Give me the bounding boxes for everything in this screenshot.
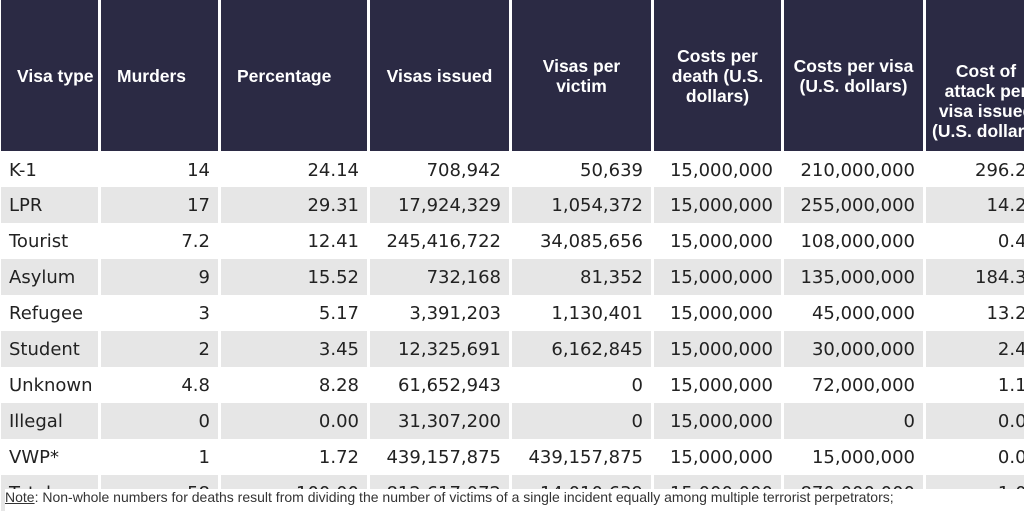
cell-murders: 4.8 (101, 367, 218, 403)
cell-cost-per-visa-issued: 184.38 (926, 259, 1024, 295)
header-costs-per-visa: Costs per visa (U.S. dollars) (784, 0, 923, 151)
cell-murders: 14 (101, 151, 218, 187)
cell-costs-per-visa: 210,000,000 (784, 151, 923, 187)
cell-visas-issued: 17,924,329 (370, 187, 509, 223)
cell-visa-type: Asylum (1, 259, 98, 295)
cell-visa-type: LPR (1, 187, 98, 223)
header-murders: Murders (101, 0, 218, 151)
cell-visa-type: K-1 (1, 151, 98, 187)
cell-costs-per-death: 15,000,000 (654, 439, 781, 475)
cell-costs-per-visa: 108,000,000 (784, 223, 923, 259)
cell-costs-per-death: 15,000,000 (654, 295, 781, 331)
table-row: Tourist 7.2 12.41 245,416,722 34,085,656 15,0… (1, 223, 1024, 259)
cell-percentage: 0.00 (221, 403, 367, 439)
cell-costs-per-death: 15,000,000 (654, 187, 781, 223)
cell-murders: 7.2 (101, 223, 218, 259)
footnote: Note: Non-whole numbers for deaths resul… (5, 489, 1024, 512)
cell-visa-type: Tourist (1, 223, 98, 259)
table-row: VWP* 1 1.72 439,157,875 439,157,875 15,000,00… (1, 439, 1024, 475)
cell-visas-per-victim: 1,130,401 (512, 295, 651, 331)
note-text: : Non-whole numbers for deaths result fr… (34, 489, 894, 505)
header-percentage: Percentage (221, 0, 367, 151)
cell-visas-issued: 245,416,722 (370, 223, 509, 259)
header-cost-of-attack-per-visa: Cost of attack per visa issued (U.S. dol… (926, 0, 1024, 151)
cell-visas-issued: 708,942 (370, 151, 509, 187)
cell-costs-per-visa: 45,000,000 (784, 295, 923, 331)
cell-cost-per-visa-issued: 14.23 (926, 187, 1024, 223)
cell-visa-type: VWP* (1, 439, 98, 475)
cell-visas-issued: 3,391,203 (370, 295, 509, 331)
table-body: K-1 14 24.14 708,942 50,639 15,000,000 210,000… (1, 151, 1024, 511)
header-visas-per-victim: Visas per victim (512, 0, 651, 151)
cell-visas-per-victim: 81,352 (512, 259, 651, 295)
cell-visas-per-victim: 6,162,845 (512, 331, 651, 367)
cell-visa-type: Illegal (1, 403, 98, 439)
cell-murders: 17 (101, 187, 218, 223)
cell-percentage: 29.31 (221, 187, 367, 223)
cell-visas-per-victim: 0 (512, 367, 651, 403)
table-row: Refugee 3 5.17 3,391,203 1,130,401 15,000,000… (1, 295, 1024, 331)
cell-costs-per-death: 15,000,000 (654, 151, 781, 187)
cell-costs-per-death: 15,000,000 (654, 331, 781, 367)
cell-percentage: 15.52 (221, 259, 367, 295)
cell-costs-per-death: 15,000,000 (654, 403, 781, 439)
note-label: Note (5, 489, 35, 505)
cell-visas-per-victim: 439,157,875 (512, 439, 651, 475)
cell-costs-per-visa: 255,000,000 (784, 187, 923, 223)
header-costs-per-death: Costs per death (U.S. dollars) (654, 0, 781, 151)
cell-costs-per-death: 15,000,000 (654, 223, 781, 259)
cell-visa-type: Student (1, 331, 98, 367)
cell-percentage: 5.17 (221, 295, 367, 331)
cell-costs-per-visa: 30,000,000 (784, 331, 923, 367)
cell-costs-per-death: 15,000,000 (654, 259, 781, 295)
cell-cost-per-visa-issued: 13.27 (926, 295, 1024, 331)
cell-cost-per-visa-issued: 296.22 (926, 151, 1024, 187)
cell-murders: 9 (101, 259, 218, 295)
cell-murders: 1 (101, 439, 218, 475)
cell-visas-per-victim: 34,085,656 (512, 223, 651, 259)
cell-percentage: 3.45 (221, 331, 367, 367)
cell-visas-issued: 31,307,200 (370, 403, 509, 439)
table-row: Unknown 4.8 8.28 61,652,943 0 15,000,000 72,00… (1, 367, 1024, 403)
cell-visas-per-victim: 0 (512, 403, 651, 439)
table-row: Student 2 3.45 12,325,691 6,162,845 15,000,00… (1, 331, 1024, 367)
cell-cost-per-visa-issued: 0.44 (926, 223, 1024, 259)
table-row: Asylum 9 15.52 732,168 81,352 15,000,000 135,0… (1, 259, 1024, 295)
cell-cost-per-visa-issued: 2.43 (926, 331, 1024, 367)
cell-visas-issued: 732,168 (370, 259, 509, 295)
cell-murders: 0 (101, 403, 218, 439)
cell-percentage: 12.41 (221, 223, 367, 259)
cell-visas-per-victim: 50,639 (512, 151, 651, 187)
table-row: LPR 17 29.31 17,924,329 1,054,372 15,000,000 2… (1, 187, 1024, 223)
cell-percentage: 8.28 (221, 367, 367, 403)
cell-costs-per-visa: 72,000,000 (784, 367, 923, 403)
cell-murders: 2 (101, 331, 218, 367)
header-visa-type: Visa type (1, 0, 98, 151)
cell-visas-issued: 439,157,875 (370, 439, 509, 475)
cell-costs-per-death: 15,000,000 (654, 367, 781, 403)
cell-cost-per-visa-issued: 0.03 (926, 439, 1024, 475)
cell-visas-issued: 12,325,691 (370, 331, 509, 367)
cell-percentage: 24.14 (221, 151, 367, 187)
cell-costs-per-visa: 135,000,000 (784, 259, 923, 295)
cell-percentage: 1.72 (221, 439, 367, 475)
cell-visa-type: Refugee (1, 295, 98, 331)
cell-cost-per-visa-issued: 1.17 (926, 367, 1024, 403)
cell-visa-type: Unknown (1, 367, 98, 403)
cell-visas-issued: 61,652,943 (370, 367, 509, 403)
cell-cost-per-visa-issued: 0.00 (926, 403, 1024, 439)
header-row: Visa type Murders Percentage Visas issue… (1, 0, 1024, 151)
header-visas-issued: Visas issued (370, 0, 509, 151)
cell-costs-per-visa: 15,000,000 (784, 439, 923, 475)
table-row: K-1 14 24.14 708,942 50,639 15,000,000 210,000… (1, 151, 1024, 187)
cell-visas-per-victim: 1,054,372 (512, 187, 651, 223)
cell-costs-per-visa: 0 (784, 403, 923, 439)
cell-murders: 3 (101, 295, 218, 331)
